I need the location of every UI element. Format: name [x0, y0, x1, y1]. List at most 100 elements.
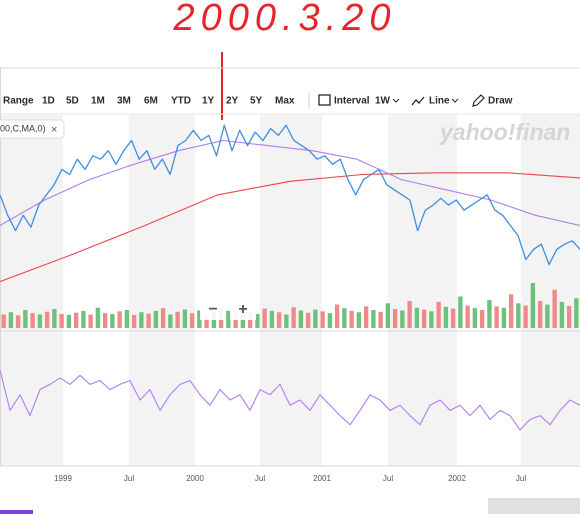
series-line: [0, 172, 580, 283]
volume-bar: [407, 301, 412, 328]
chevron: [451, 98, 459, 103]
zoom-in[interactable]: +: [238, 301, 247, 318]
volume-bar: [175, 311, 180, 328]
volume-bar: [429, 311, 434, 328]
volume-bar: [233, 313, 238, 328]
zoom-out-button[interactable]: [200, 298, 226, 320]
x-tick-label: 2001: [313, 474, 331, 483]
volume-bar: [146, 313, 151, 328]
volume-bar: [52, 309, 57, 328]
volume-bar: [139, 312, 144, 328]
volume-bar: [501, 307, 507, 328]
range-button[interactable]: YTD: [171, 96, 191, 107]
volume-bar: [334, 304, 340, 328]
volume-bar: [363, 306, 369, 328]
volume-bar: [255, 314, 260, 328]
volume-bar: [110, 314, 115, 328]
x-tick-label: 1999: [54, 474, 72, 483]
volume-bar: [552, 289, 557, 328]
volume-bar: [298, 310, 304, 328]
volume-bar: [189, 313, 195, 328]
zoom-out[interactable]: −: [208, 301, 217, 318]
volume-bar: [436, 301, 441, 328]
series-line: [0, 124, 580, 266]
volume-bar: [95, 307, 101, 328]
volume-bar: [523, 305, 528, 328]
range-button[interactable]: 2Y: [226, 96, 239, 107]
volume-bar: [73, 312, 79, 328]
bands: [1, 115, 580, 466]
legend-box: [0, 119, 65, 139]
volume-bar: [226, 310, 231, 328]
line-icon: [411, 96, 425, 106]
volume-bar: [465, 305, 470, 328]
volume-bar: [44, 311, 50, 328]
volume-bar: [421, 309, 427, 328]
volume-bar: [537, 301, 543, 328]
volume-bar: [356, 312, 362, 328]
range-button[interactable]: Range: [3, 96, 34, 107]
volume-bar: [117, 311, 122, 328]
volume-bar: [508, 294, 514, 328]
volume-bar: [291, 307, 296, 328]
range-button[interactable]: 5D: [66, 96, 79, 107]
range-button[interactable]: 3M: [117, 96, 131, 107]
watermark: yahoo!finan: [439, 119, 570, 145]
range-button[interactable]: Max: [275, 96, 295, 107]
interval-icon: [318, 94, 331, 106]
volume-bar: [472, 308, 478, 328]
band: [1, 115, 63, 466]
x-tick-label: Jul: [255, 474, 265, 483]
volume-bar: [81, 310, 86, 328]
volume-bar: [204, 314, 209, 328]
volume-bar: [385, 303, 391, 328]
volume-bar: [487, 300, 492, 328]
volume-bar: [1, 314, 6, 328]
x-tick-label: Jul: [516, 474, 526, 483]
draw[interactable]: Draw: [488, 96, 513, 107]
volume-bar: [30, 313, 35, 328]
volume-bar: [566, 305, 572, 328]
chart-type[interactable]: Line: [429, 96, 450, 107]
volume-bar: [342, 308, 347, 328]
range-button[interactable]: 1Y: [202, 96, 215, 107]
volume-bar: [349, 310, 354, 328]
volume-bar: [15, 315, 21, 328]
legend-text: 00,C,MA,0): [0, 123, 46, 133]
range-button[interactable]: 1M: [91, 96, 105, 107]
interval-label[interactable]: Interval: [334, 96, 370, 107]
volume-bar: [479, 310, 485, 328]
volume-bar: [450, 308, 456, 328]
volume-bar: [530, 283, 536, 328]
band: [129, 115, 195, 466]
volume-bar: [458, 296, 463, 328]
range-button[interactable]: 6M: [144, 96, 158, 107]
x-tick-label: Jul: [124, 474, 134, 483]
x-tick-label: Jul: [383, 474, 393, 483]
draw-icon: [472, 94, 485, 107]
range-button[interactable]: 1D: [42, 96, 55, 107]
volume-bar: [197, 310, 202, 328]
volume-bar: [66, 314, 72, 328]
x-tick-label: 2000: [186, 474, 204, 483]
volume-bar: [211, 312, 217, 328]
volume-bar: [443, 306, 449, 328]
legend-close[interactable]: ×: [51, 124, 57, 136]
volume-bar: [559, 301, 565, 328]
handwritten-annotation: 2000.3.20: [172, 0, 396, 39]
zoom-in-button[interactable]: [230, 298, 256, 320]
volume-bar: [313, 309, 318, 328]
interval-value[interactable]: 1W: [375, 96, 391, 107]
volume-bar: [400, 310, 405, 328]
volume-bar: [124, 310, 130, 328]
volume-bar: [545, 304, 550, 328]
volume-bar: [182, 309, 188, 328]
marks: [0, 124, 580, 431]
volume-bar: [131, 314, 137, 328]
band: [260, 115, 322, 466]
range-button[interactable]: 5Y: [250, 96, 263, 107]
volume-bar: [59, 314, 64, 328]
volume-bar: [320, 311, 325, 328]
series-line: [0, 139, 580, 227]
